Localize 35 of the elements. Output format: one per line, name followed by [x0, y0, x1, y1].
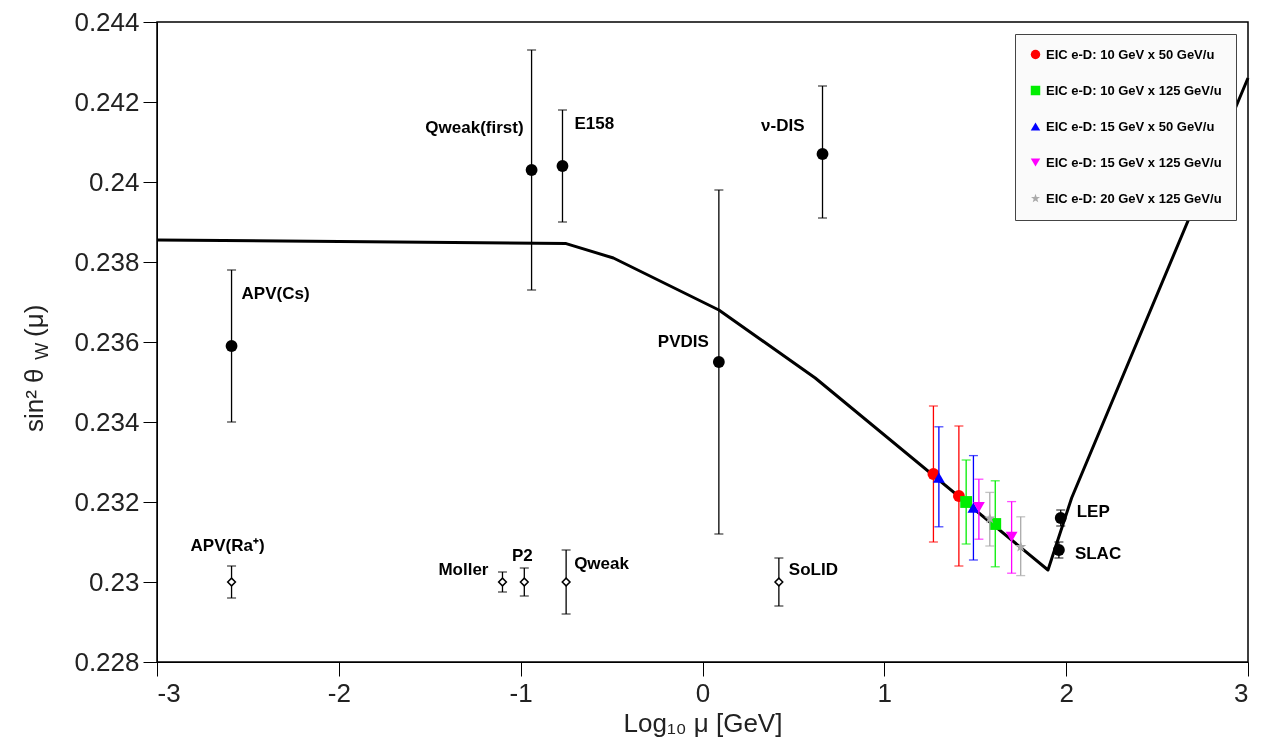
- annotation: APV(Ra⁺): [190, 536, 265, 555]
- annotation: P2: [511, 546, 533, 565]
- annotation: PVDIS: [657, 332, 709, 351]
- legend-label: EIC e-D: 15 GeV x 50 GeV/u: [1046, 118, 1215, 134]
- x-tick-label: -1: [509, 677, 533, 708]
- annotation: SLAC: [1074, 544, 1122, 563]
- y-axis-title: sin² θW (μ): [19, 304, 52, 432]
- y-tick-label: 0.232: [74, 486, 140, 517]
- x-tick-label: 0: [695, 677, 711, 708]
- legend-label: EIC e-D: 10 GeV x 125 GeV/u: [1046, 82, 1222, 98]
- annotation: E158: [574, 114, 615, 133]
- annotation: Qweak(first): [425, 118, 524, 137]
- x-tick-label: 1: [877, 677, 893, 708]
- y-tick-label: 0.23: [88, 566, 140, 597]
- x-tick-label: -2: [327, 677, 351, 708]
- annotation: Qweak: [574, 554, 630, 573]
- y-tick-label: 0.238: [74, 246, 140, 277]
- x-tick-label: 3: [1234, 677, 1249, 708]
- y-tick-label: 0.236: [74, 326, 140, 357]
- y-tick-label: 0.24: [88, 166, 140, 197]
- legend-label: EIC e-D: 20 GeV x 125 GeV/u: [1046, 190, 1222, 206]
- annotation: ν-DIS: [761, 116, 805, 135]
- y-tick-label: 0.234: [74, 406, 140, 437]
- y-tick-label: 0.228: [74, 646, 140, 677]
- annotation: SoLID: [788, 560, 838, 579]
- x-tick-label: 2: [1059, 677, 1074, 708]
- x-tick-label: -3: [157, 677, 181, 708]
- annotation: Moller: [438, 560, 489, 579]
- y-tick-label: 0.244: [74, 6, 140, 37]
- annotation: LEP: [1076, 502, 1110, 521]
- legend-label: EIC e-D: 15 GeV x 125 GeV/u: [1046, 154, 1222, 170]
- x-axis-title: Log₁₀ μ [GeV]: [623, 707, 783, 738]
- annotation: APV(Cs): [241, 284, 310, 303]
- legend-label: EIC e-D: 10 GeV x 50 GeV/u: [1046, 46, 1215, 62]
- y-tick-label: 0.242: [74, 86, 140, 117]
